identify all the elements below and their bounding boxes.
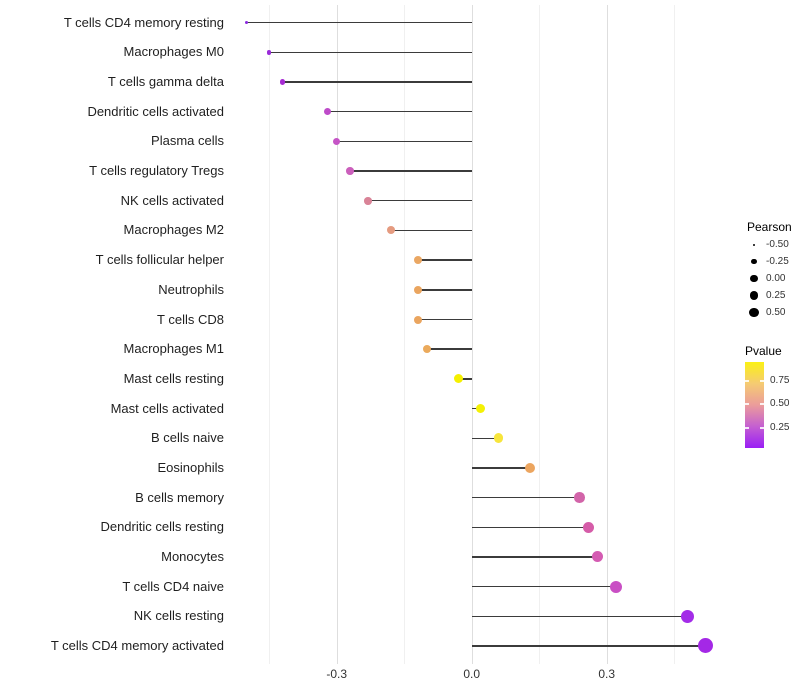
lollipop-dot bbox=[609, 580, 622, 593]
lollipop-stem bbox=[350, 170, 472, 172]
row-label: Macrophages M2 bbox=[123, 222, 224, 238]
row-label: NK cells activated bbox=[120, 192, 224, 208]
lollipop-dot bbox=[413, 285, 422, 294]
row-label: NK cells resting bbox=[133, 608, 224, 624]
lollipop-stem bbox=[246, 22, 472, 24]
x-tick-label: 0.3 bbox=[598, 667, 616, 681]
lollipop-dot bbox=[493, 433, 504, 443]
lollipop-dot bbox=[525, 462, 536, 473]
lollipop-stem bbox=[471, 645, 706, 647]
size-legend-dot bbox=[749, 291, 759, 300]
lollipop-stem bbox=[471, 526, 589, 528]
row-label: T cells follicular helper bbox=[95, 252, 224, 268]
row-label: Macrophages M1 bbox=[123, 341, 224, 357]
lollipop-dot bbox=[279, 79, 286, 85]
row-label: T cells CD4 naive bbox=[122, 578, 224, 594]
lollipop-dot bbox=[453, 374, 463, 384]
color-legend-title: Pvalue bbox=[745, 344, 782, 358]
lollipop-stem bbox=[368, 200, 472, 202]
x-tick-label: 0.0 bbox=[463, 667, 481, 681]
lollipop-stem bbox=[471, 467, 531, 469]
size-legend-dot bbox=[749, 307, 759, 318]
size-legend-dot bbox=[750, 274, 758, 283]
lollipop-dot bbox=[364, 197, 372, 205]
lollipop-stem bbox=[327, 111, 472, 113]
pvalue-tick-mark-right bbox=[760, 379, 764, 382]
major-gridline bbox=[606, 5, 608, 664]
lollipop-dot bbox=[583, 521, 595, 533]
row-label: Dendritic cells activated bbox=[87, 103, 224, 119]
row-label: B cells memory bbox=[135, 489, 224, 505]
pvalue-gradient-bar bbox=[745, 362, 764, 448]
lollipop-dot bbox=[245, 21, 249, 25]
lollipop-stem bbox=[471, 496, 580, 499]
row-label: T cells CD4 memory activated bbox=[50, 637, 224, 653]
pvalue-tick-label: 0.75 bbox=[770, 374, 790, 386]
size-legend-dot bbox=[751, 258, 757, 265]
row-label: Plasma cells bbox=[151, 133, 224, 149]
lollipop-stem bbox=[390, 229, 472, 232]
pvalue-tick-label: 0.25 bbox=[770, 422, 790, 434]
size-legend-label: 0.50 bbox=[766, 306, 786, 318]
row-label: Macrophages M0 bbox=[123, 44, 224, 60]
pvalue-tick-label: 0.50 bbox=[770, 398, 790, 410]
row-label: T cells CD4 memory resting bbox=[63, 14, 224, 30]
major-gridline bbox=[336, 5, 338, 664]
row-label: Monocytes bbox=[161, 548, 224, 564]
lollipop-dot bbox=[346, 167, 354, 175]
lollipop-stem bbox=[471, 556, 598, 558]
size-legend-title: Pearson bbox=[747, 220, 792, 234]
lollipop-stem bbox=[336, 140, 472, 143]
lollipop-stem bbox=[417, 318, 472, 321]
lollipop-dot bbox=[476, 404, 486, 414]
lollipop-stem bbox=[471, 437, 499, 439]
row-label: Eosinophils bbox=[157, 459, 225, 475]
lollipop-dot bbox=[698, 638, 714, 654]
lollipop-dot bbox=[574, 492, 585, 503]
lollipop-dot bbox=[592, 551, 604, 563]
lollipop-dot bbox=[413, 315, 422, 324]
lollipop-dot bbox=[386, 226, 395, 235]
row-label: T cells CD8 bbox=[157, 311, 224, 327]
lollipop-stem bbox=[471, 615, 688, 617]
lollipop-stem bbox=[282, 81, 472, 83]
row-label: Dendritic cells resting bbox=[100, 519, 224, 535]
lollipop-stem bbox=[471, 585, 616, 588]
lollipop-dot bbox=[680, 609, 695, 624]
major-gridline bbox=[471, 5, 473, 664]
size-legend-label: 0.25 bbox=[766, 289, 786, 301]
size-legend-label: -0.25 bbox=[766, 255, 789, 267]
lollipop-dot bbox=[413, 256, 422, 265]
pvalue-tick-mark-left bbox=[745, 379, 749, 382]
x-tick-label: -0.3 bbox=[326, 667, 348, 681]
lollipop-stem bbox=[417, 289, 472, 291]
size-legend-label: 0.00 bbox=[766, 272, 786, 284]
minor-gridline bbox=[674, 5, 676, 664]
lollipop-dot bbox=[422, 345, 431, 354]
lollipop-stem bbox=[269, 51, 472, 54]
lollipop-dot bbox=[324, 108, 332, 116]
row-label: B cells naive bbox=[151, 430, 224, 446]
minor-gridline bbox=[539, 5, 541, 664]
size-legend-label: -0.50 bbox=[766, 239, 789, 250]
lollipop-stem bbox=[426, 348, 472, 350]
pvalue-tick-mark-right bbox=[760, 403, 764, 406]
row-label: Neutrophils bbox=[158, 281, 224, 297]
pvalue-tick-mark-left bbox=[745, 427, 749, 430]
row-label: Mast cells activated bbox=[110, 400, 224, 416]
minor-gridline bbox=[404, 5, 406, 664]
row-label: Mast cells resting bbox=[123, 370, 224, 386]
row-label: T cells regulatory Tregs bbox=[89, 163, 224, 179]
pvalue-tick-mark-right bbox=[760, 427, 764, 430]
row-label: T cells gamma delta bbox=[107, 74, 224, 90]
pvalue-tick-mark-left bbox=[745, 403, 749, 406]
minor-gridline bbox=[269, 5, 271, 664]
lollipop-dot bbox=[333, 137, 341, 145]
lollipop-stem bbox=[458, 378, 472, 380]
size-legend-dot bbox=[752, 243, 756, 247]
lollipop-dot bbox=[266, 50, 272, 55]
lollipop-stem bbox=[417, 259, 472, 261]
